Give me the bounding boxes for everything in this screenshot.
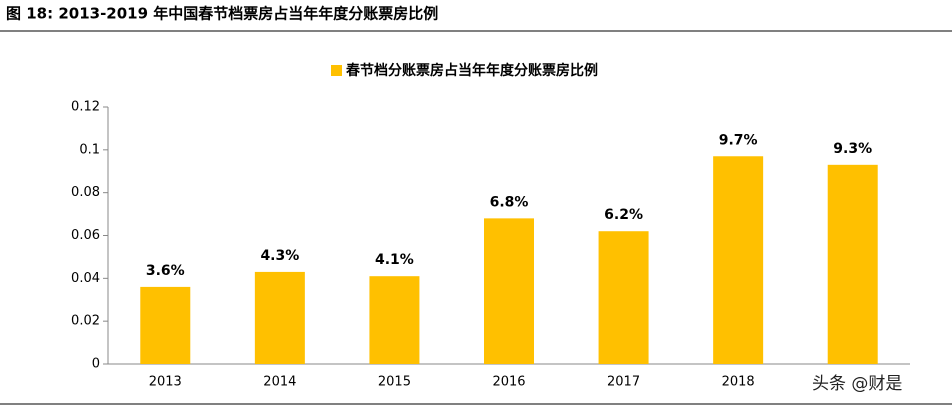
x-tick-label: 2015 <box>378 375 411 390</box>
x-tick-label: 2018 <box>722 375 755 390</box>
legend-label: 春节档分账票房占当年年度分账票房比例 <box>345 62 598 79</box>
value-label: 3.6% <box>146 263 185 279</box>
bar <box>598 231 649 364</box>
y-tick-label: 0.12 <box>71 100 100 115</box>
legend-swatch <box>331 65 342 76</box>
bar <box>827 164 878 364</box>
watermark: 头条 @财是 <box>812 374 902 394</box>
bar <box>713 156 764 364</box>
value-label: 4.3% <box>260 248 299 264</box>
x-tick-label: 2017 <box>607 375 640 390</box>
y-tick-label: 0.06 <box>71 228 100 243</box>
chart-title: 图 18: 2013-2019 年中国春节档票房占当年年度分账票房比例 <box>6 5 438 23</box>
x-tick-label: 2014 <box>263 375 296 390</box>
bar <box>484 218 534 364</box>
value-label: 9.3% <box>833 141 872 157</box>
x-tick-label: 2016 <box>492 375 525 390</box>
value-label: 6.2% <box>604 207 643 223</box>
bar <box>140 286 191 364</box>
value-label: 4.1% <box>375 252 414 268</box>
value-label: 6.8% <box>490 194 529 210</box>
y-tick-label: 0.08 <box>71 185 100 200</box>
bar <box>254 271 305 364</box>
y-tick-label: 0 <box>92 357 100 372</box>
y-tick-label: 0.1 <box>79 142 100 157</box>
x-tick-label: 2013 <box>149 375 182 390</box>
y-tick-label: 0.02 <box>71 314 100 329</box>
y-tick-label: 0.04 <box>71 271 100 286</box>
bar <box>369 276 420 364</box>
value-label: 9.7% <box>719 132 758 148</box>
